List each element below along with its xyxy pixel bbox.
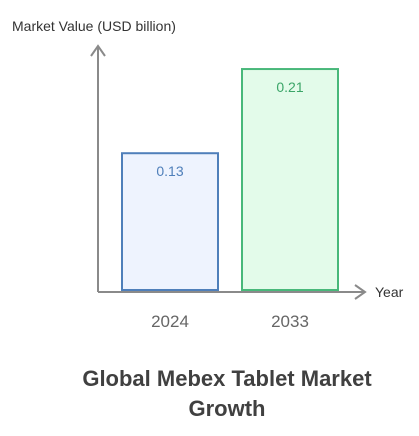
x-tick-2024: 2024: [151, 312, 189, 331]
x-axis-label: Year: [375, 284, 404, 300]
x-axis-arrow-icon: [354, 284, 367, 300]
y-axis-arrow-icon: [90, 44, 106, 57]
x-tick-2033: 2033: [271, 312, 309, 331]
chart-title-line-2: Growth: [189, 396, 266, 421]
chart-title-line-1: Global Mebex Tablet Market: [82, 366, 372, 391]
bar-2024: [121, 152, 219, 291]
data-label-2033: 0.21: [276, 79, 303, 95]
bars: 0.13 2024 0.21 2033: [121, 68, 339, 331]
data-label-2024: 0.13: [156, 163, 183, 179]
y-axis-label: Market Value (USD billion): [12, 18, 176, 34]
bar-2033: [241, 68, 339, 292]
